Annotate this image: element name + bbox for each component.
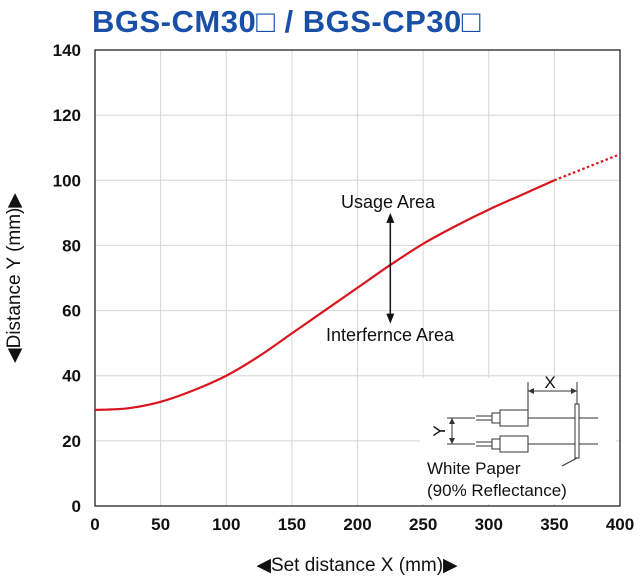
inset-paper-label-line2: (90% Reflectance) bbox=[427, 481, 567, 500]
boundary-curve bbox=[94, 179, 555, 412]
area-divider-arrow bbox=[386, 212, 395, 324]
sensor-top-icon bbox=[476, 409, 598, 427]
x-tick-label: 250 bbox=[409, 515, 437, 534]
usage-area-label: Usage Area bbox=[341, 192, 436, 212]
x-tick-label: 400 bbox=[606, 515, 634, 534]
grid bbox=[95, 50, 620, 506]
y-tick-label: 120 bbox=[53, 106, 81, 125]
x-tick-label: 300 bbox=[475, 515, 503, 534]
x-tick-label: 0 bbox=[90, 515, 99, 534]
plot-frame bbox=[94, 49, 621, 507]
setup-inset-diagram: X Y White Paper (90% Reflectance) bbox=[420, 373, 616, 504]
y-axis-label: ◀Distance Y (mm)▶ bbox=[4, 193, 25, 363]
y-tick-label: 60 bbox=[62, 302, 81, 321]
inset-paper-label-line1: White Paper bbox=[427, 459, 521, 478]
x-tick-label: 150 bbox=[278, 515, 306, 534]
y-tick-label: 100 bbox=[53, 171, 81, 190]
inset-x-label: X bbox=[544, 373, 555, 392]
white-paper-icon bbox=[574, 403, 580, 459]
x-tick-label: 200 bbox=[343, 515, 371, 534]
y-tick-labels: 0 20 40 60 80 100 120 140 bbox=[53, 41, 81, 516]
x-tick-label: 100 bbox=[212, 515, 240, 534]
x-tick-label: 350 bbox=[540, 515, 568, 534]
extrapolated-curve bbox=[553, 153, 621, 182]
x-axis-label: ◀Set distance X (mm)▶ bbox=[256, 555, 458, 576]
y-tick-label: 20 bbox=[62, 432, 81, 451]
y-tick-label: 140 bbox=[53, 41, 81, 60]
x-tick-label: 50 bbox=[151, 515, 170, 534]
y-tick-label: 80 bbox=[62, 236, 81, 255]
x-tick-labels: 0 50 100 150 200 250 300 350 400 bbox=[90, 515, 634, 534]
y-tick-label: 40 bbox=[62, 367, 81, 386]
sensor-bottom-icon bbox=[476, 435, 598, 453]
series-layer bbox=[94, 153, 621, 412]
y-tick-label: 0 bbox=[72, 497, 81, 516]
interference-area-label: Interfernce Area bbox=[326, 325, 455, 345]
inset-y-label: Y bbox=[430, 425, 449, 436]
chart-title: BGS-CM30□ / BGS-CP30□ bbox=[92, 4, 482, 39]
